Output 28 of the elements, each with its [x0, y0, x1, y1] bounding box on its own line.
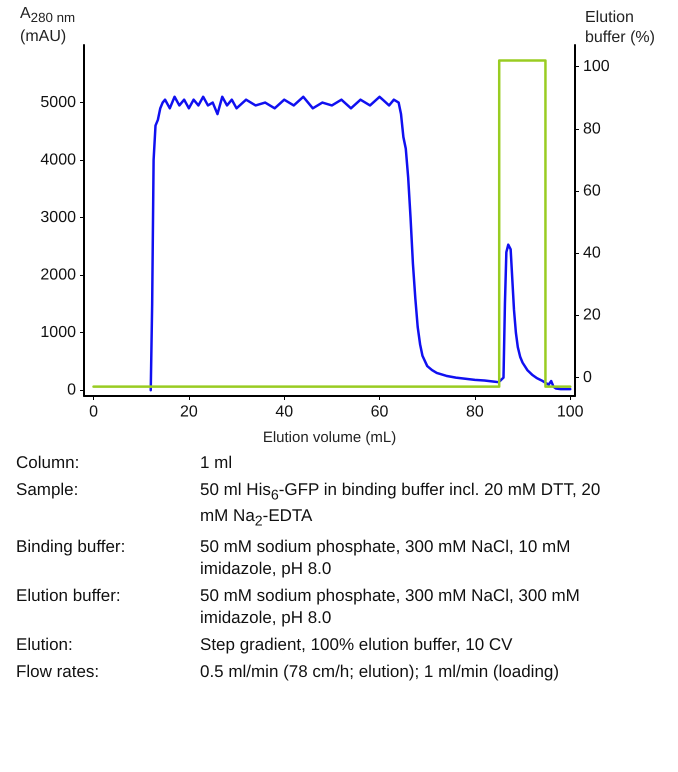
y2-tick-label: 20 [583, 306, 601, 324]
y2-axis-title: Elution buffer (%) [585, 8, 656, 48]
y-axis-title: A$_{280 nm}$ (mAU) [20, 4, 76, 47]
x-tick-label: 40 [275, 404, 294, 420]
y-tick-label: 0 [67, 382, 76, 399]
y2-tick-label: 40 [583, 244, 601, 262]
y-tick-label: 2000 [40, 266, 76, 284]
text: Elution buffer: 50 mM sodium phosphate, 300 mM NaCl, 300 mM imidazole, pH 8.0 [16, 586, 580, 627]
text: Column: 1 ml [16, 453, 232, 472]
x-axis-title: Elution volume (mL) [262, 429, 396, 446]
y-tick-label: 4000 [40, 152, 76, 169]
text: Flow rates: 0.5 ml/min (78 cm/h; elution); 1 ml/min (loading) [16, 662, 560, 682]
y2-tick-label: 100 [583, 58, 610, 76]
line-series [149, 96, 572, 392]
x-tick-label: 0 [89, 404, 98, 420]
y2-tick-label: 0 [583, 368, 592, 386]
text: Binding buffer: 50 mM sodium phosphate, 300 mM NaCl, 10 mM imidazole, pH 8.0 [16, 536, 570, 578]
x-tick-label: 60 [370, 404, 389, 420]
y2-tick-label: 60 [583, 182, 601, 200]
y-tick-label: 5000 [40, 94, 76, 112]
x-tick-label: 80 [466, 404, 484, 420]
text: Sample: 50 ml His$_{6}$-GFP in binding buffer incl. 20 mM DTT, 20 mM Na$_{2}$-EDTA [16, 480, 600, 530]
x-tick-label: 100 [556, 404, 584, 420]
y2-tick-label: 80 [583, 120, 601, 138]
text: Elution: Step gradient, 100% elution buffer, 10 CV [16, 635, 513, 654]
y-tick-label: 3000 [40, 209, 76, 226]
y-tick-label: 1000 [40, 324, 76, 342]
x-tick-label: 20 [180, 404, 198, 420]
